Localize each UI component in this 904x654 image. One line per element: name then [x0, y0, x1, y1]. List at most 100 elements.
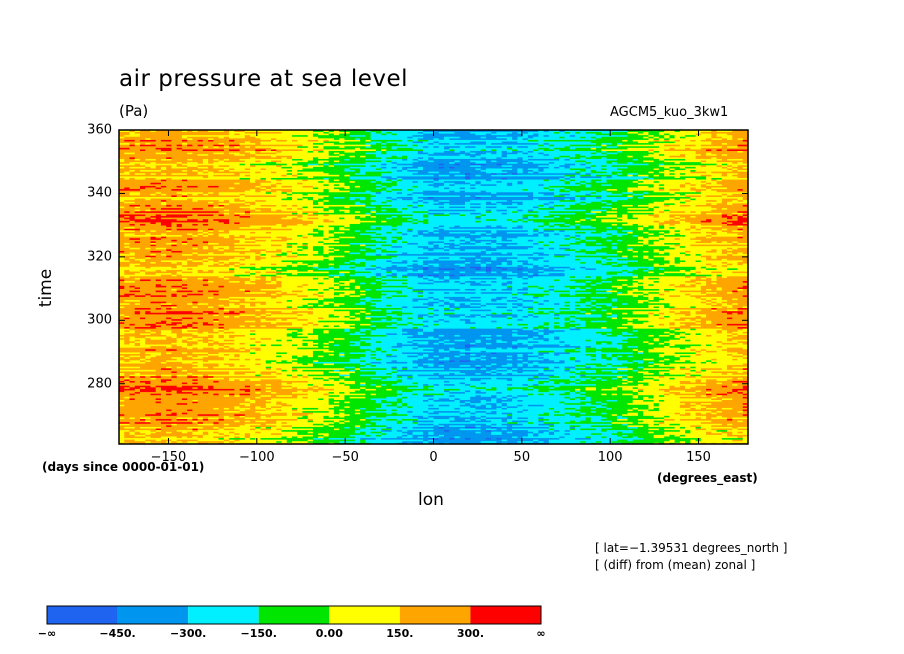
field-cell: [302, 339, 361, 342]
field-cell: [585, 396, 592, 399]
field-cell: [580, 347, 587, 350]
field-cell: [658, 375, 665, 378]
field-cell: [119, 434, 125, 437]
field-cell: [176, 271, 183, 274]
field-cell: [365, 417, 419, 420]
field-cell: [695, 375, 702, 378]
field-cell: [585, 266, 655, 269]
field-cell: [491, 267, 503, 270]
field-cell: [333, 350, 366, 353]
field-cell: [449, 277, 461, 280]
field-cell: [234, 242, 288, 245]
field-cell: [727, 302, 733, 305]
field-cell: [679, 391, 697, 394]
field-cell: [496, 245, 534, 248]
field-cell: [653, 372, 660, 375]
field-cell: [360, 386, 366, 389]
field-cell: [632, 352, 639, 355]
field-cell: [234, 364, 241, 367]
field-cell: [601, 347, 618, 350]
field-cell: [119, 386, 125, 389]
field-cell: [706, 277, 712, 280]
field-cell: [407, 272, 508, 275]
field-cell: [276, 421, 282, 424]
field-cell: [664, 272, 686, 275]
field-cell: [255, 396, 262, 399]
field-cell: [407, 336, 429, 339]
field-cell: [318, 299, 366, 302]
field-cell: [229, 267, 235, 270]
field-cell: [611, 302, 623, 305]
field-cell: [711, 248, 718, 251]
field-cell: [223, 309, 230, 312]
field-cell: [260, 396, 298, 399]
field-cell: [512, 291, 518, 294]
field-cell: [181, 269, 199, 272]
field-cell: [370, 428, 377, 431]
field-cell: [360, 388, 366, 391]
field-cell: [160, 283, 183, 286]
field-cell: [616, 313, 649, 316]
field-cell: [527, 378, 534, 381]
field-cell: [606, 353, 613, 356]
field-cell: [595, 386, 613, 389]
field-cell: [512, 415, 576, 418]
field-cell: [344, 366, 356, 369]
field-cell: [533, 383, 539, 386]
field-cell: [365, 301, 372, 304]
field-cell: [538, 340, 560, 343]
field-cell: [344, 261, 351, 264]
field-cell: [564, 304, 571, 307]
field-cell: [517, 256, 529, 259]
field-cell: [333, 353, 340, 356]
field-cell: [391, 315, 419, 318]
field-cell: [160, 329, 172, 332]
field-cell: [464, 345, 471, 348]
field-cell: [297, 294, 309, 297]
field-cell: [711, 420, 739, 423]
field-cell: [548, 367, 566, 370]
field-cell: [517, 299, 524, 302]
field-cell: [569, 266, 581, 269]
field-cell: [360, 285, 408, 288]
field-cell: [150, 307, 157, 310]
field-cell: [139, 390, 157, 393]
field-cell: [197, 401, 251, 404]
field-cell: [506, 340, 513, 343]
field-cell: [181, 250, 262, 253]
field-cell: [616, 250, 623, 253]
field-cell: [391, 348, 398, 351]
field-cell: [616, 253, 670, 256]
field-cell: [255, 371, 262, 374]
field-cell: [449, 244, 461, 247]
field-cell: [129, 290, 141, 293]
field-cell: [312, 434, 324, 437]
field-cell: [690, 442, 702, 444]
field-cell: [250, 304, 256, 307]
field-cell: [627, 283, 634, 286]
field-cell: [470, 277, 497, 280]
field-cell: [255, 272, 277, 275]
field-cell: [679, 413, 691, 416]
field-cell: [192, 306, 199, 309]
field-cell: [297, 269, 309, 272]
field-cell: [391, 372, 434, 375]
field-cell: [202, 260, 209, 263]
field-cell: [255, 241, 319, 243]
field-cell: [433, 296, 445, 299]
field-cell: [407, 396, 471, 399]
field-cell: [669, 358, 681, 361]
field-cell: [155, 285, 167, 288]
field-cell: [197, 247, 204, 250]
field-cell: [213, 271, 220, 274]
field-cell: [119, 299, 125, 302]
field-cell: [250, 428, 256, 431]
field-cell: [333, 280, 340, 283]
field-cell: [276, 263, 309, 266]
field-cell: [611, 307, 670, 310]
field-cell: [166, 279, 183, 282]
field-cell: [496, 258, 508, 261]
field-cell: [443, 429, 450, 432]
field-cell: [679, 325, 691, 328]
field-cell: [187, 241, 204, 243]
